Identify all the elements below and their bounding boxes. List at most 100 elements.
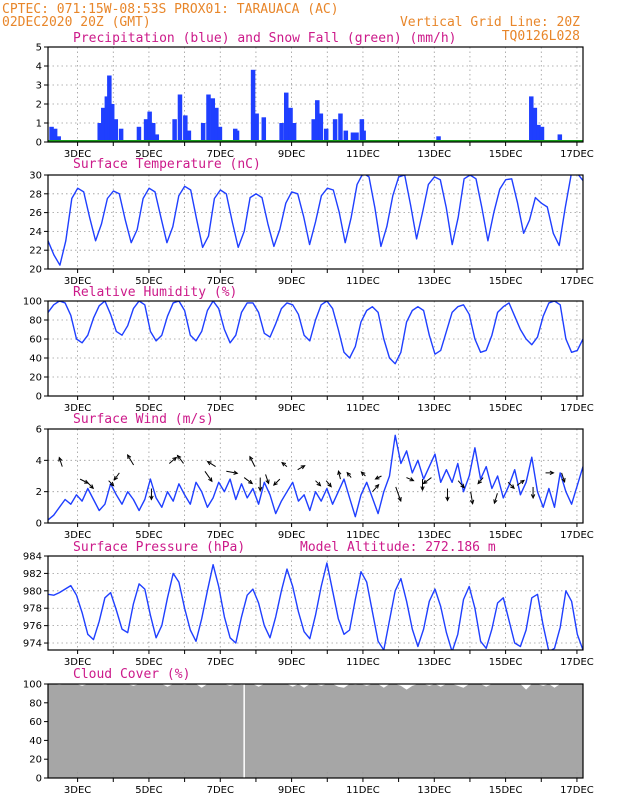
panel-4: Surface Pressure (hPa) Model Altitude: 27… [23,540,594,668]
panel-frame [47,555,584,651]
wind-arrow-head [510,484,515,490]
precip-bar [234,130,240,142]
y-tick-label: 100 [23,297,42,308]
precip-bar [150,123,156,142]
y-tick-label: 978 [23,604,42,615]
wind-arrow-head [520,479,525,485]
wind-arrow-head [549,470,555,476]
precip-bar [323,128,329,142]
x-tick-label: 15DEC [489,657,523,668]
x-tick-label: 5DEC [135,530,162,541]
precip-bar [214,107,219,142]
x-tick-label: 3DEC [64,276,91,287]
precip-bar [56,136,61,142]
y-tick-label: 2 [36,487,42,498]
x-tick-label: 9DEC [278,657,305,668]
precip-bar [109,104,115,142]
x-tick-label: 13DEC [417,785,451,796]
x-tick-label: 9DEC [278,403,305,414]
header-model-id: TQ0126L028 [502,29,580,44]
panel-subtitle: Model Altitude: 272.186 m [300,540,496,555]
wind-arrow-head [460,483,465,489]
series-line [48,434,583,521]
cloud-area [48,684,583,778]
precip-bar [101,107,106,142]
precip-bar [118,128,124,142]
panel-title: Relative Humidity (%) [73,285,237,300]
plot-area [48,684,583,778]
x-tick-label: 5DEC [135,785,162,796]
y-tick-label: 60 [29,335,42,346]
wind-arrow-head [176,454,182,460]
x-tick-label: 13DEC [417,276,451,287]
y-tick-label: 976 [23,621,42,632]
panel-title: Surface Temperature (nC) [73,157,261,172]
wind-arrow [315,480,321,487]
panel-title: Cloud Cover (%) [73,667,190,682]
y-tick-label: 3 [36,81,42,92]
panel-frame [47,300,584,397]
wind-arrow-head [445,496,450,502]
x-tick-label: 11DEC [346,403,380,414]
y-tick-label: 22 [29,246,42,257]
precip-bar [97,123,102,142]
x-tick-label: 15DEC [489,785,523,796]
x-tick-label: 7DEC [207,657,234,668]
wind-arrow [297,465,305,471]
x-tick-label: 9DEC [278,276,305,287]
wind-arrow [457,480,465,489]
series-line [48,301,583,365]
wind-arrow-head [409,477,415,482]
wind-arrow-head [420,486,425,492]
series-line [48,562,583,650]
panel-1: Surface Temperature (nC) 20 22 24 26 28 30 3DEC… [29,157,594,287]
x-tick-label: 9DEC [278,785,305,796]
precip-bar [361,130,366,142]
panels-layer: Precipitation (blue) and Snow Fall (gree… [23,31,594,796]
wind-arrow-head [265,479,270,485]
wind-arrow-head [397,496,402,503]
y-tick-label: 1 [36,119,42,130]
precip-bar [52,128,58,142]
x-tick-label: 13DEC [417,530,451,541]
wind-arrow [243,477,253,484]
wind-arrow-head [258,486,263,492]
y-tick-label: 28 [29,189,42,200]
precip-bar [539,126,545,142]
x-tick-label: 5DEC [135,149,162,160]
wind-arrow [177,455,184,464]
precip-bar [350,132,356,142]
y-tick-label: 20 [29,265,42,276]
wind-arrow-head [233,470,239,475]
wind-arrow [204,471,213,482]
precip-bar [113,119,119,142]
y-tick-label: 0 [36,774,42,785]
y-tick-label: 26 [29,208,42,219]
wind-arrow-head [281,461,287,467]
y-tick-label: 60 [29,717,42,728]
wind-arrow [273,478,281,486]
x-tick-label: 3DEC [64,657,91,668]
precip-bar [217,126,223,142]
wind-arrow [561,472,566,483]
y-tick-label: 6 [36,425,42,436]
wind-arrow-head [374,483,380,489]
x-tick-label: 9DEC [278,149,305,160]
wind-arrow-head [422,479,428,485]
precip-bar [288,107,293,142]
y-tick-label: 40 [29,736,42,747]
wind-arrow [226,470,238,474]
panel-3: Surface Wind (m/s) 0 2 4 6 3DEC 5DEC 7DEC 9DEC 11… [36,412,594,541]
y-tick-label: 4 [36,62,42,73]
x-tick-label: 15DEC [489,149,523,160]
precip-bar [154,134,160,142]
precip-bar [279,123,284,142]
wind-arrow [337,471,341,480]
header-run-time: 02DEC2020 20Z (GMT) [2,15,151,30]
panel-0: Precipitation (blue) and Snow Fall (gree… [36,31,594,160]
header-grid-line-note: Vertical Grid Line: 20Z [400,15,580,30]
wind-arrow [470,491,474,504]
x-tick-label: 3DEC [64,530,91,541]
panel-5: Cloud Cover (%) 0 20 40 60 80 100 3DEC 5DEC 7DEC 9… [23,667,594,796]
x-tick-label: 17DEC [560,657,594,668]
